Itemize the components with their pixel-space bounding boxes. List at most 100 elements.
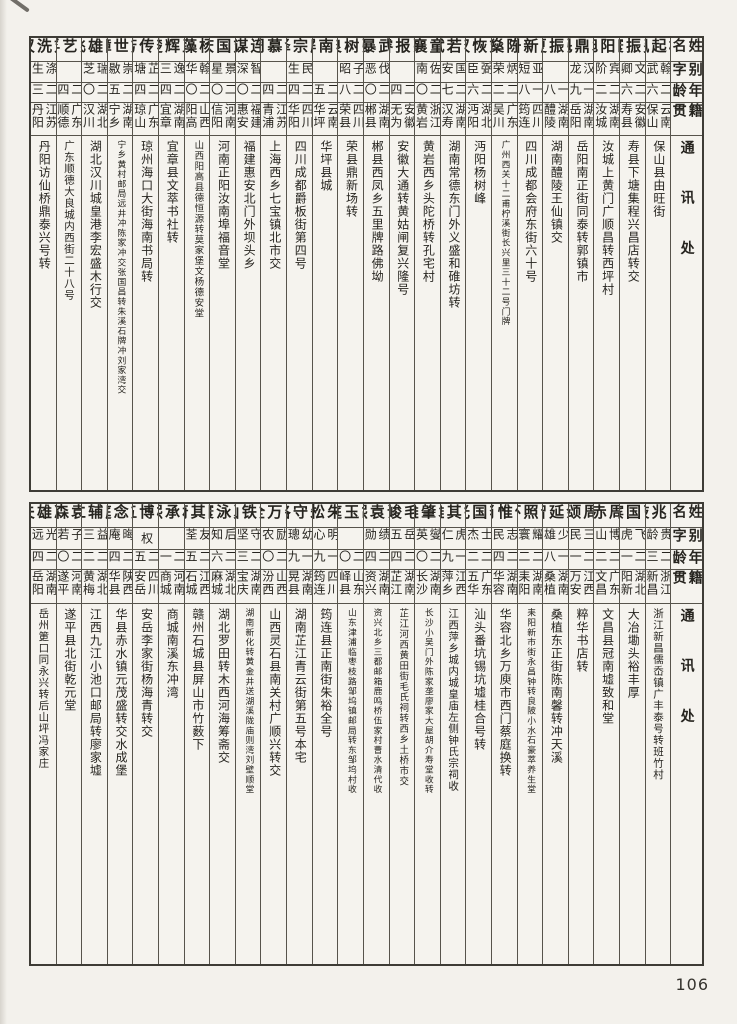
address-cell: 华县赤水镇元茂盛转交水成堡 bbox=[108, 604, 133, 964]
address-cell: 遂平县北街乾元堂 bbox=[57, 604, 82, 964]
address-cell-text: 筠连县正南街朱裕全号 bbox=[318, 607, 333, 738]
courtesy-name-cell: 子若 bbox=[56, 528, 82, 550]
name-cell: 刘洗汉 bbox=[31, 38, 56, 62]
entry-column: 牛万全励农二〇山西汾西山西灵石县南关村广顺兴转交 bbox=[260, 504, 287, 964]
courtesy-name-cell-text: 翰武 bbox=[645, 61, 671, 75]
age-cell: 二三 bbox=[645, 550, 671, 571]
address-cell-text: 岳阳南正街同泰转郭镇市 bbox=[575, 140, 589, 284]
age-cell-text: 二二 bbox=[491, 83, 517, 100]
native-place-cell-text: 湖南岳阳 bbox=[31, 570, 56, 597]
age-cell-text: 二四 bbox=[389, 83, 415, 100]
entry-column: 刘世璋崇敭二五湖南宁乡宁乡黄村邮局远井冲陈家冲交张国昌转朱溪石牌冲刘家湾交 bbox=[106, 38, 133, 490]
native-place-cell-text: 江西万安 bbox=[568, 570, 594, 597]
roster-table-bottom: 姓名 别字 年龄 籍贯 通讯处 张兆歧贵龄二三浙江新昌浙江新昌儒岙镇广丰泰号转班… bbox=[29, 502, 704, 966]
address-cell-text: 遂平县北街乾元堂 bbox=[62, 607, 77, 712]
age-cell: 二四 bbox=[107, 550, 133, 571]
native-place-cell-text: 湖南汝城 bbox=[594, 103, 620, 130]
address-cell-text: 湖南醴陵王仙镇交 bbox=[549, 140, 564, 245]
native-place-cell-text: 山西阳高 bbox=[184, 103, 210, 130]
native-place-cell-text: 湖南宝庆 bbox=[235, 570, 261, 597]
address-cell: 四川成都爵板街第四号 bbox=[287, 136, 312, 490]
header-courtesy-label: 别字 bbox=[671, 61, 702, 84]
courtesy-name-cell: 燮英 bbox=[415, 528, 440, 550]
address-cell-text: 湖南芷江青云街第五号本宅 bbox=[293, 607, 308, 764]
courtesy-name-cell: 民生 bbox=[287, 62, 312, 84]
age-cell: 二四 bbox=[56, 83, 82, 104]
age-cell: 二〇 bbox=[82, 83, 107, 104]
name-cell-text: 张兆歧 bbox=[646, 504, 671, 519]
native-place-cell-text: 湖南芷江 bbox=[389, 570, 415, 597]
courtesy-name-cell-text: 岳五 bbox=[389, 528, 415, 542]
address-cell-text: 湖南新化转黄金井送湖溪陇庙则湾刘壁顺堂 bbox=[243, 607, 254, 794]
name-cell-text: 欧阳旭 bbox=[594, 38, 619, 53]
address-cell: 安岳李家街杨海青转交 bbox=[133, 604, 158, 964]
native-place-cell: 广东琼山 bbox=[133, 103, 159, 137]
entry-column: 袁肇雄燮英二〇湖南长沙长沙小吴门外陈家垄廖家大屋胡介寿堂收转 bbox=[414, 504, 440, 964]
age-cell: 二〇 bbox=[56, 550, 82, 571]
native-place-cell-text: 四川华阳 bbox=[287, 103, 312, 130]
age-cell: 二七 bbox=[440, 83, 466, 104]
entry-column: 欧阳旭宾阶二二湖南汝城汝城上黄门广顺昌转西坪村 bbox=[593, 38, 620, 490]
entry-column: 费振寰文卿二六安徽寿县寿县下塘集程兴昌店转交 bbox=[619, 38, 645, 490]
name-cell: 刘铁山 bbox=[235, 504, 261, 529]
native-place-cell: 福建惠安 bbox=[235, 103, 261, 137]
age-cell-text: 二〇 bbox=[363, 83, 389, 100]
name-cell: 钟其雄 bbox=[440, 504, 466, 529]
age-cell-text: 二一 bbox=[620, 550, 645, 567]
native-place-cell: 湖南桑植 bbox=[543, 570, 568, 604]
address-cell-text: 江西萍乡城内城皇庙左侧钟氏宗祠收 bbox=[447, 607, 460, 792]
courtesy-name-cell: 瑞芝 bbox=[82, 62, 107, 84]
courtesy-name-cell-text: 子若 bbox=[56, 528, 82, 542]
name-cell-text: 陈其蔚 bbox=[185, 504, 210, 519]
native-place-cell: 湖北沔阳 bbox=[466, 103, 491, 137]
address-cell: 粹华书店转 bbox=[569, 604, 594, 964]
name-cell-text: 夏泳寰 bbox=[210, 504, 235, 519]
courtesy-name-cell-text: 后知 bbox=[210, 528, 235, 542]
courtesy-name-cell-text: 子昭 bbox=[338, 61, 363, 75]
courtesy-name-cell bbox=[389, 62, 415, 84]
age-cell: 二四 bbox=[261, 83, 287, 104]
address-cell-text: 寿县下塘集程兴昌店转交 bbox=[626, 140, 641, 284]
entry-column: 杨起凤翰武二六云南保山保山县由旺街 bbox=[644, 38, 671, 490]
name-cell: 曹国瑸 bbox=[620, 504, 645, 529]
header-address-label: 通讯处 bbox=[678, 140, 695, 292]
native-place-cell-text: 四川安岳 bbox=[133, 570, 159, 597]
address-cell: 琼州海口大街海南书局转 bbox=[133, 136, 158, 490]
native-place-cell: 四川华阳 bbox=[287, 103, 312, 137]
address-cell: 江西九江小池口邮局转廖家墟 bbox=[82, 604, 107, 964]
entry-column: 毛峻 岳五 二四 湖南芷江 芷江河西黄田街毛氏祠转西乡土桥市交 bbox=[388, 504, 415, 964]
native-place-cell: 山西阳高 bbox=[184, 103, 210, 137]
native-place-cell-text: 福建惠安 bbox=[235, 103, 261, 130]
courtesy-name-cell-text: 伐恶 bbox=[363, 61, 389, 75]
name-cell: 廖辅仁 bbox=[82, 504, 107, 529]
age-cell: 二〇 bbox=[338, 550, 363, 571]
name-cell: 牛万全 bbox=[261, 504, 287, 529]
courtesy-name-cell: 博山 bbox=[594, 528, 620, 550]
native-place-cell: 云南保山 bbox=[645, 103, 671, 137]
courtesy-name-cell-text: 亚短 bbox=[517, 61, 543, 75]
entry-column: 冯雄夫光远二四湖南岳阳岳州筻口同永兴转后山坪冯家庄 bbox=[31, 504, 56, 964]
age-cell-text: 二〇 bbox=[261, 550, 287, 567]
entry-column: 傅惟肖志民二四湖南华容华容北乡万庾市西门蔡庭换转 bbox=[490, 504, 517, 964]
name-cell: 杨藻 bbox=[184, 38, 210, 62]
courtesy-name-cell-text: 幼璁 bbox=[287, 528, 312, 542]
courtesy-name-cell-text: 少雄 bbox=[543, 528, 568, 542]
name-cell-text: 袁肇雄 bbox=[415, 504, 440, 519]
name-cell: 杨博五 bbox=[133, 504, 159, 529]
entry-column: 林承熙二一河南商城商城南溪东冲湾 bbox=[158, 504, 184, 964]
age-cell: 二二 bbox=[594, 83, 620, 104]
courtesy-name-cell: 炳荣 bbox=[491, 62, 517, 84]
native-place-cell-text: 四川筠连 bbox=[312, 570, 338, 597]
native-place-cell-text: 江西萍乡 bbox=[440, 570, 466, 597]
name-cell-text: 刘国庆 bbox=[210, 38, 235, 53]
address-cell-text: 汝城上黄门广顺昌转西坪村 bbox=[600, 140, 615, 297]
native-place-cell-text: 河南商城 bbox=[159, 570, 184, 597]
name-cell: 张树良 bbox=[338, 38, 363, 62]
age-cell-text: 二三 bbox=[235, 550, 261, 567]
address-cell: 湖南醴陵王仙镇交 bbox=[543, 136, 568, 490]
name-cell-text: 杨藻 bbox=[184, 38, 210, 62]
name-cell-text: 谢袁熙 bbox=[364, 504, 389, 519]
header-native-place-label: 籍贯 bbox=[671, 103, 702, 137]
entry-column: 周颂 三民 二一 江西万安 粹华书店转 bbox=[567, 504, 594, 964]
courtesy-name-cell: 汉龙 bbox=[568, 62, 594, 84]
